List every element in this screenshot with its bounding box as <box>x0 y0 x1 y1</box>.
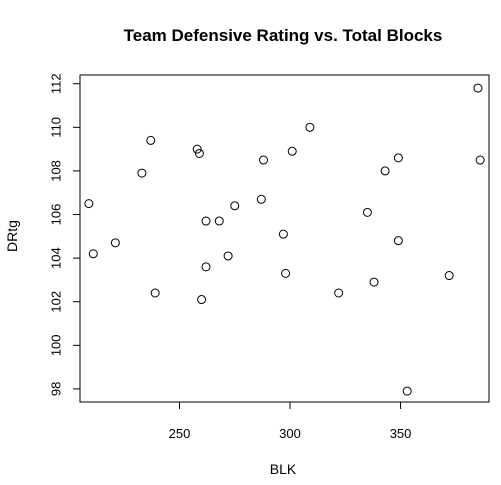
data-point <box>393 236 403 246</box>
data-point <box>137 168 147 178</box>
data-point <box>305 122 315 132</box>
x-tick-label: 300 <box>279 426 301 441</box>
data-point <box>278 229 288 239</box>
data-point <box>194 148 204 158</box>
y-axis: 98 100 102 104 106 108 110 112 <box>49 73 81 396</box>
x-tick-label: 350 <box>390 426 412 441</box>
y-tick-label: 110 <box>49 117 64 138</box>
data-point <box>473 83 483 93</box>
chart-title: Team Defensive Rating vs. Total Blocks <box>124 26 443 45</box>
y-tick-label: 102 <box>49 291 64 313</box>
data-point <box>281 268 291 278</box>
data-point <box>146 135 156 145</box>
y-tick-label: 108 <box>49 160 64 182</box>
data-point <box>214 216 224 226</box>
data-point <box>334 288 344 298</box>
y-tick-label: 106 <box>49 204 64 226</box>
data-point <box>88 249 98 259</box>
data-point <box>258 155 268 165</box>
data-point <box>393 153 403 163</box>
data-point <box>201 262 211 272</box>
data-point <box>402 386 412 396</box>
data-point <box>150 288 160 298</box>
data-point <box>369 277 379 287</box>
data-point <box>197 295 207 305</box>
y-tick-label: 100 <box>49 334 64 356</box>
data-points <box>84 83 485 396</box>
data-point <box>201 216 211 226</box>
x-tick-label: 250 <box>169 426 191 441</box>
x-axis: 250 300 350 <box>169 401 412 441</box>
y-axis-label: DRtg <box>4 220 20 252</box>
y-tick-label: 112 <box>49 73 64 94</box>
data-point <box>223 251 233 261</box>
data-point <box>287 146 297 156</box>
data-point <box>475 155 485 165</box>
data-point <box>362 207 372 217</box>
x-axis-label: BLK <box>270 461 297 477</box>
data-point <box>110 238 120 248</box>
data-point <box>444 271 454 281</box>
data-point <box>84 199 94 209</box>
data-point <box>380 166 390 176</box>
y-tick-label: 104 <box>49 247 64 269</box>
data-point <box>192 144 202 154</box>
data-point <box>256 194 266 204</box>
y-tick-label: 98 <box>49 382 64 396</box>
data-point <box>230 201 240 211</box>
